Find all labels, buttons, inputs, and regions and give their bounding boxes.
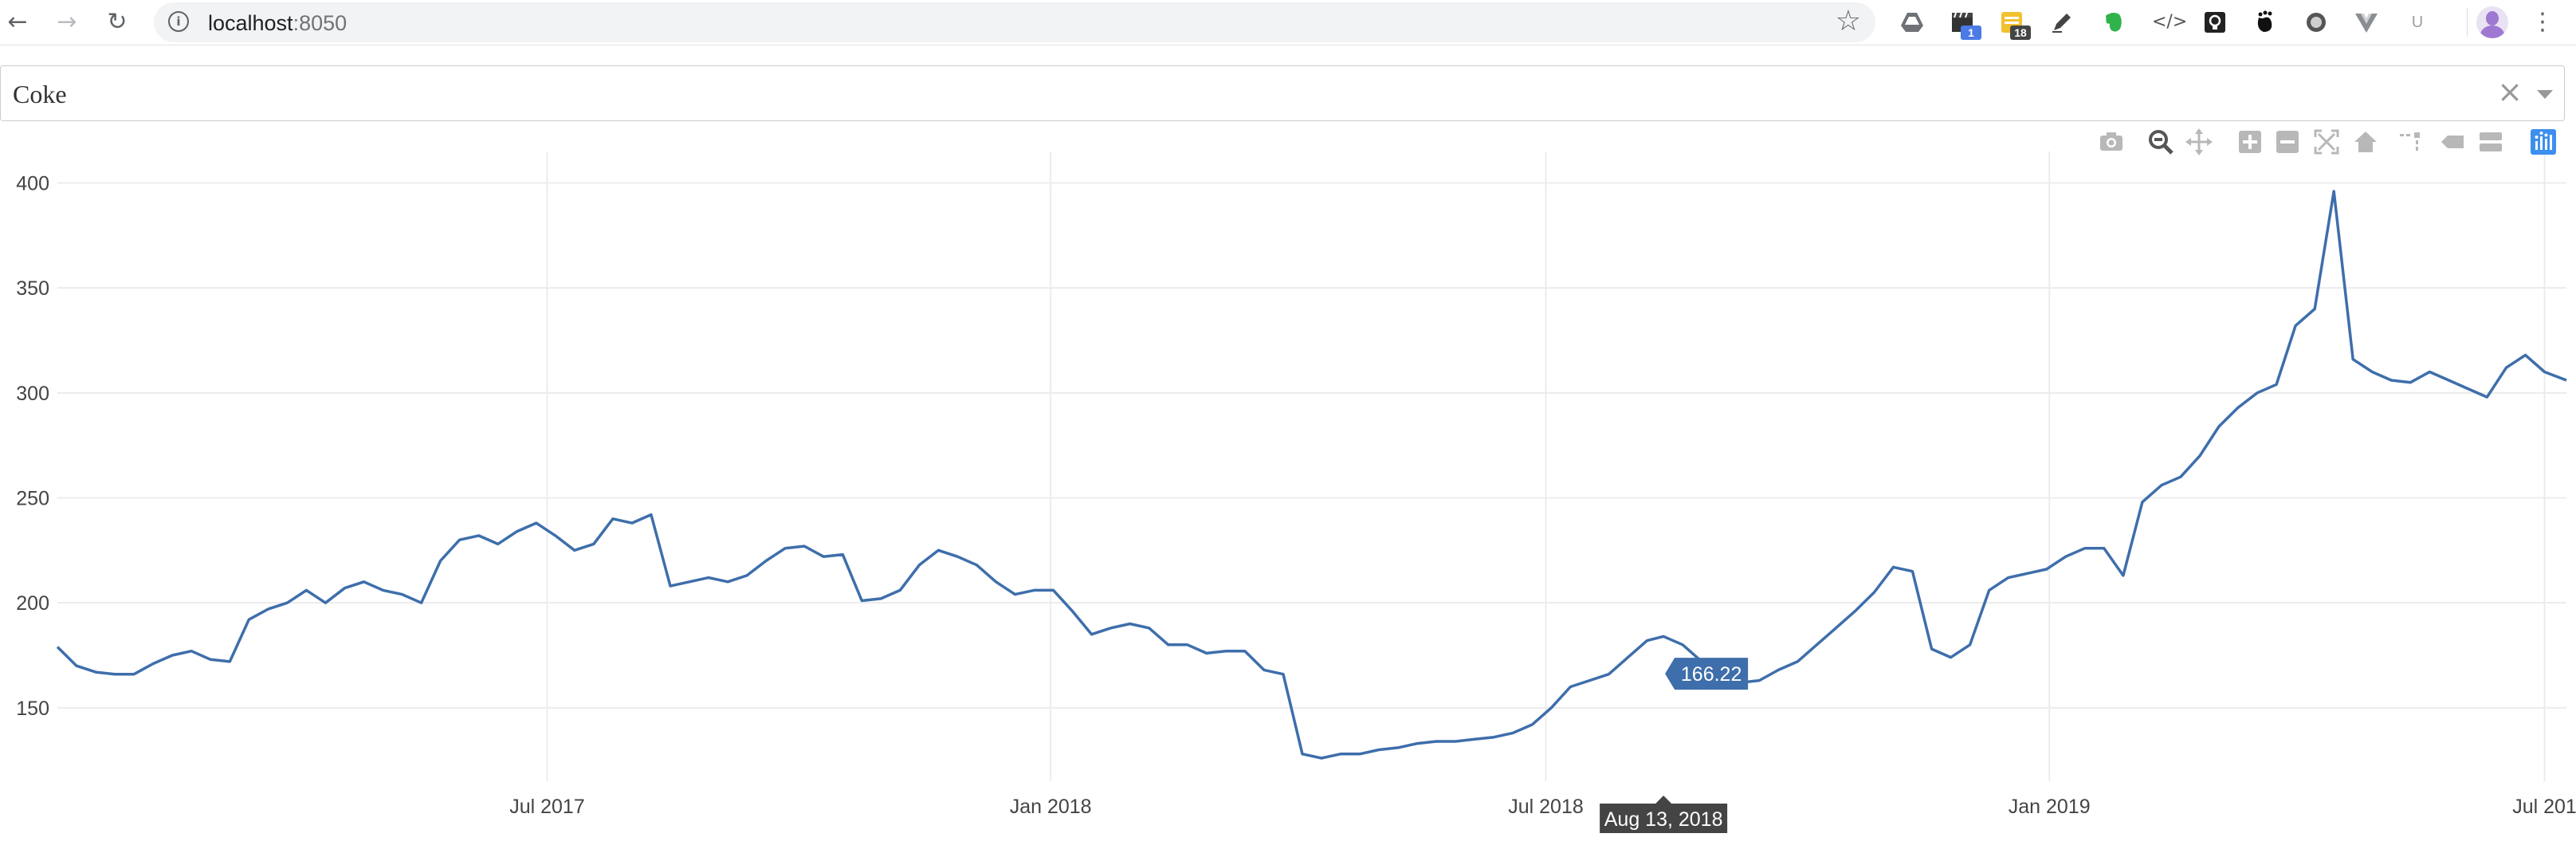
u-icon[interactable]: U (2411, 14, 2424, 31)
extension-badge: 18 (2010, 26, 2031, 40)
hover-date-label: Aug 13, 2018 (1604, 808, 1723, 831)
browser-toolbar: ← → ↻ i localhost:8050 ☆ 1 18 </> U ⋮ (0, 0, 2576, 45)
x-tick-label: Jul 2018 (1508, 796, 1584, 818)
x-tick-label: Jan 2019 (2009, 796, 2091, 818)
toolbar-divider (2467, 8, 2468, 37)
pan-icon[interactable] (2185, 128, 2213, 155)
dropdown-selected-value: Coke (13, 80, 67, 108)
url-text: localhost:8050 (208, 11, 348, 35)
x-tick-label: Jul 2017 (509, 796, 585, 818)
zoom-out-icon[interactable] (2274, 128, 2301, 155)
gnome-icon[interactable] (2252, 10, 2278, 35)
spike-lines-icon[interactable] (2397, 128, 2425, 155)
forward-arrow-icon[interactable]: → (57, 8, 77, 36)
y-tick-label: 300 (16, 383, 49, 405)
bulb-icon[interactable] (2202, 10, 2228, 35)
clapper-icon[interactable]: 1 (1950, 10, 1981, 40)
x-tick-label: Jan 2018 (1010, 796, 1092, 818)
reload-icon[interactable]: ↻ (107, 8, 128, 36)
y-tick-label: 150 (16, 698, 49, 720)
price-line (56, 190, 2567, 760)
camera-icon[interactable] (2098, 128, 2125, 155)
clear-icon[interactable]: × (2497, 74, 2523, 109)
hover-value-label: 166.22 (1681, 663, 1742, 686)
zoom-icon[interactable] (2147, 128, 2174, 155)
zoom-in-icon[interactable] (2236, 128, 2264, 155)
sheets-icon[interactable]: 18 (1999, 10, 2031, 40)
chevron-down-icon[interactable] (2537, 90, 2553, 99)
y-tick-label: 400 (16, 173, 49, 195)
reset-axes-icon[interactable] (2352, 128, 2379, 155)
vue-icon[interactable] (2354, 10, 2379, 35)
google-drive-icon[interactable] (1899, 10, 1925, 35)
x-tick-label: Jul 201 (2512, 796, 2576, 818)
hover-date-box (1600, 796, 1728, 833)
address-bar[interactable]: i localhost:8050 ☆ (154, 2, 1875, 42)
autoscale-icon[interactable] (2313, 128, 2340, 155)
avatar[interactable] (2476, 6, 2508, 38)
evernote-icon[interactable] (2101, 10, 2126, 35)
hover-value-box (1665, 658, 1749, 690)
stock-dropdown[interactable]: Coke × (0, 65, 2565, 121)
pen-icon[interactable] (2049, 10, 2075, 35)
back-arrow-icon[interactable]: ← (7, 8, 28, 36)
y-tick-label: 200 (16, 592, 49, 615)
bookmark-star-icon[interactable]: ☆ (1835, 5, 1861, 37)
y-tick-label: 250 (16, 488, 49, 510)
circle-icon[interactable] (2303, 10, 2329, 35)
hover-closest-icon[interactable] (2439, 128, 2466, 155)
extension-badge: 1 (1961, 26, 1981, 40)
plotly-logo-icon[interactable] (2530, 128, 2557, 155)
hover-compare-icon[interactable] (2477, 128, 2504, 155)
y-tick-label: 350 (16, 277, 49, 300)
site-info-icon[interactable]: i (168, 11, 189, 32)
